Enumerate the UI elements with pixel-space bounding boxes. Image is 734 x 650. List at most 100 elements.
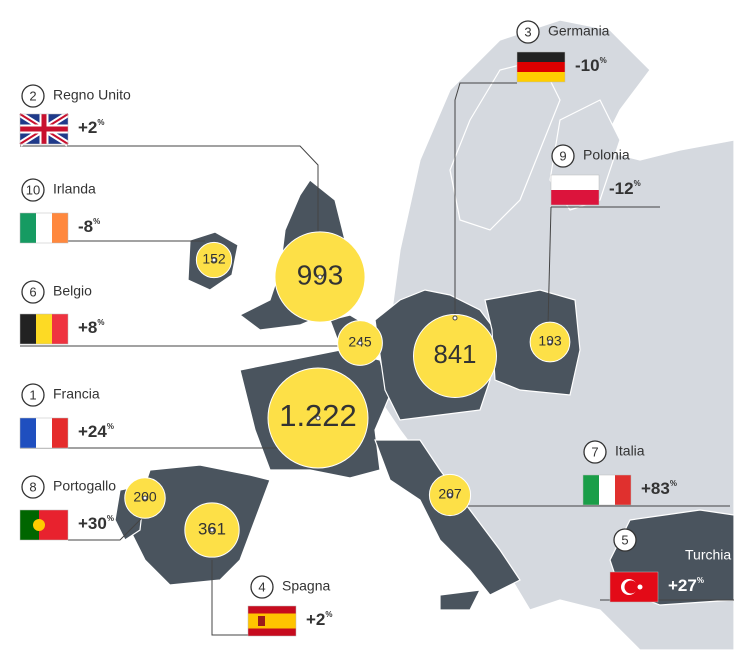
flag-stripe [52,314,68,344]
flag [18,111,70,147]
flag-border [19,313,69,345]
flag-stripe [248,606,296,614]
rank-number: 7 [591,444,598,459]
leader-dot [315,415,321,421]
flag-border [19,417,69,449]
country-name: Francia [53,386,100,402]
leader-dot [317,274,323,280]
flag-border [19,113,69,145]
change-unit: % [93,217,100,226]
leader-dot [547,339,553,345]
change-value: +2% [78,118,105,137]
leader-line [211,560,248,636]
change-unit: % [325,610,332,619]
flag-stripe [52,418,68,448]
value-bubble [413,314,497,398]
change-number: +83 [641,479,670,498]
leader-dot [211,257,217,263]
change-unit: % [107,422,114,431]
flag-stripe [248,628,296,636]
value-label: 841 [434,341,477,369]
change-value: +8% [78,318,105,337]
rank-circle [21,383,45,407]
change-unit: % [97,318,104,327]
change-number: -8 [78,217,93,236]
leader-dot [209,527,215,533]
flag-border [516,51,566,83]
change-number: -12 [609,179,634,198]
change-value: -12% [609,179,641,198]
change-value: -10% [575,56,607,75]
flag-stripe [20,418,36,448]
flag-stripe [36,314,52,344]
flag-border [609,571,659,603]
leader-line [547,206,552,326]
flag-stripe [20,510,39,540]
rank-circle [21,280,45,304]
country-name: Germania [548,23,610,39]
country-name: Italia [615,443,645,459]
flag-stripe [20,213,36,243]
change-unit: % [670,479,677,488]
change-value: +24% [78,422,114,441]
flag-star [637,584,643,590]
change-value: +2% [306,610,333,629]
rank-circle [21,178,45,202]
rank-number: 4 [258,579,265,594]
country-name: Spagna [282,578,330,594]
country-name: Regno Unito [53,87,131,103]
change-number: +30 [78,514,107,533]
rank-number: 10 [26,182,40,197]
flag-stripe [517,52,565,62]
rank-circle [551,144,575,168]
flag-border [582,474,632,506]
rank-circle [21,475,45,499]
flag-stripe [248,621,296,629]
change-value: +83% [641,479,677,498]
flag-stripe [583,475,599,505]
change-number: +2 [78,118,97,137]
flag-border [550,174,600,206]
rank-number: 5 [621,532,628,547]
flag-emblem [33,519,45,531]
flag-stripe [248,613,296,621]
change-unit: % [697,576,704,585]
flag [19,417,69,449]
flag-stripe [551,175,599,190]
flag-stripe [52,213,68,243]
flag [19,313,69,345]
flag [516,51,566,83]
flag [247,605,297,637]
flag [609,571,659,603]
change-value: -8% [78,217,100,236]
leader-line [454,82,517,318]
flag-crescent [624,580,638,594]
leader-dot [447,492,453,498]
leader-line [20,145,319,245]
rank-circle [516,20,540,44]
country-name: Polonia [583,147,630,163]
flag-emblem [258,616,265,626]
flag-stripe [36,213,52,243]
change-number: +27 [668,576,697,595]
rank-number: 6 [29,284,36,299]
flag [582,474,632,506]
change-number: +2 [306,610,325,629]
flag [19,509,69,541]
change-unit: % [634,179,641,188]
rank-number: 9 [559,148,566,163]
rank-number: 8 [29,479,36,494]
rank-number: 2 [29,88,36,103]
country-name: Irlanda [53,181,96,197]
change-number: -10 [575,56,600,75]
rank-circle [583,440,607,464]
flag-stripe [615,475,631,505]
flag-border [19,212,69,244]
change-unit: % [97,118,104,127]
change-value: +27% [668,576,704,595]
country-name: Belgio [53,283,92,299]
leader-dot [357,340,363,346]
country-name: Portogallo [53,478,116,494]
change-unit: % [600,56,607,65]
